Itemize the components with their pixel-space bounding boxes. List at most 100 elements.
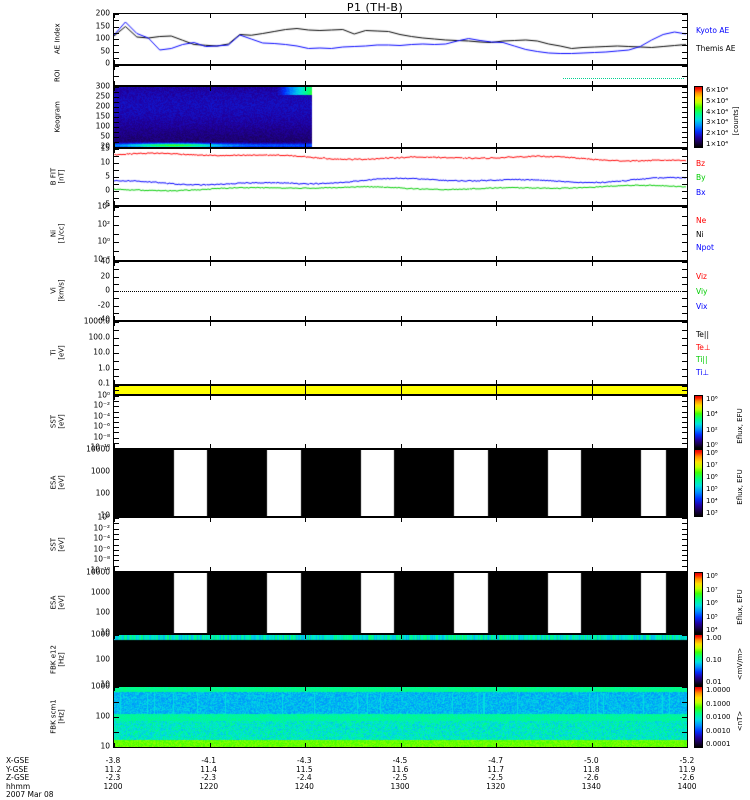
tick-mark <box>114 685 119 686</box>
plot-area-ti <box>114 322 687 384</box>
tick-mark <box>682 163 687 164</box>
tick-mark <box>682 170 687 171</box>
tick-mark <box>305 316 306 320</box>
y-tick-label: 10⁻² <box>66 401 110 410</box>
tick-mark <box>401 207 402 211</box>
tick-mark <box>114 438 119 439</box>
colorbar-tick-label: 0.10 <box>706 656 722 664</box>
tick-mark <box>682 132 687 133</box>
y-tick-label: 100.0 <box>66 332 110 341</box>
tick-mark <box>682 225 687 226</box>
y-tick-value: 10² <box>97 219 110 229</box>
y-tick-label: 1.0 <box>66 363 110 372</box>
tick-mark <box>114 251 119 252</box>
tick-mark <box>687 444 688 448</box>
tick-mark <box>114 20 119 21</box>
tick-mark <box>114 298 119 299</box>
y-tick-value: 20 <box>100 271 110 280</box>
tick-mark <box>114 732 119 733</box>
tick-mark <box>114 260 119 261</box>
tick-mark <box>114 87 119 88</box>
panel-keogram[interactable] <box>113 86 688 148</box>
tick-mark <box>592 444 593 448</box>
y-tick-value: 1000 <box>90 587 110 597</box>
tick-mark <box>496 316 497 320</box>
panel-fbk_e12[interactable] <box>113 634 688 686</box>
panel-ae[interactable] <box>113 13 688 65</box>
panel-yellowbar[interactable] <box>113 385 688 395</box>
tick-mark <box>114 198 119 199</box>
tick-mark <box>114 539 119 540</box>
y-tick-value: 100 <box>95 654 110 664</box>
panel-bfit[interactable] <box>113 148 688 206</box>
tick-mark <box>114 505 119 506</box>
tick-mark <box>682 660 687 661</box>
y-tick-value: 10.0 <box>93 347 110 357</box>
tick-mark <box>210 444 211 448</box>
tick-mark <box>682 448 687 449</box>
tick-mark <box>114 567 115 571</box>
tick-mark <box>210 322 211 326</box>
tick-mark <box>114 523 119 524</box>
colorbar-tick-label: 10⁶ <box>706 473 718 481</box>
panel-sst2[interactable] <box>113 517 688 572</box>
tick-mark <box>682 717 687 718</box>
panel-esa1[interactable] <box>113 449 688 517</box>
tick-mark <box>114 117 119 118</box>
tick-mark <box>682 298 687 299</box>
plot-content-fbk_scm1 <box>114 687 687 747</box>
tick-mark <box>210 629 211 633</box>
tick-mark <box>114 660 119 661</box>
tick-mark <box>496 396 497 400</box>
tick-mark <box>114 64 119 65</box>
panel-ni[interactable] <box>113 206 688 261</box>
y-tick-value: 10⁻¹⁰ <box>90 442 110 452</box>
tick-mark <box>401 396 402 400</box>
panel-fbk_scm1[interactable] <box>113 686 688 748</box>
tick-mark <box>114 516 119 517</box>
legend-label: Viy <box>696 287 708 296</box>
tick-mark <box>592 316 593 320</box>
tick-mark <box>592 573 593 577</box>
y-tick-label: 15 <box>66 144 110 153</box>
y-tick-value: 1.0 <box>98 363 110 372</box>
tick-mark <box>114 394 119 395</box>
plot-area-fbk_scm1 <box>114 687 687 747</box>
tick-mark <box>682 361 687 362</box>
colorbar-title: [counts] <box>732 106 740 136</box>
tick-mark <box>114 443 119 444</box>
tick-mark <box>210 316 211 320</box>
tick-mark <box>682 97 687 98</box>
y-tick-label: 10² <box>66 219 110 228</box>
tick-mark <box>682 277 687 278</box>
tick-mark <box>114 384 119 385</box>
tick-mark <box>305 512 306 516</box>
x-axis-row-label: Y-GSE <box>6 764 28 774</box>
panel-ti[interactable] <box>113 321 688 385</box>
y-tick-value: 1000.0 <box>83 316 110 326</box>
tick-mark <box>687 396 688 400</box>
y-tick-label: 50 <box>66 132 110 141</box>
tick-mark <box>114 635 119 636</box>
panel-roi[interactable] <box>113 65 688 86</box>
plot-area-keogram <box>114 87 687 147</box>
y-axis-title-ti: Ti [eV] <box>49 345 66 360</box>
tick-mark <box>114 673 119 674</box>
panel-vi[interactable] <box>113 261 688 321</box>
y-tick-label: 10 <box>66 680 110 689</box>
tick-mark <box>114 320 119 321</box>
tick-mark <box>496 14 497 18</box>
tick-mark <box>305 687 306 691</box>
tick-mark <box>114 390 119 391</box>
tick-mark <box>305 450 306 454</box>
legend-label: Kyoto AE <box>696 26 730 36</box>
x-axis-x-gse-value: -5.2 <box>679 756 695 765</box>
tick-mark <box>682 207 687 208</box>
tick-mark <box>687 635 688 639</box>
tick-mark <box>210 81 211 85</box>
tick-mark <box>114 102 119 103</box>
panel-sst1[interactable] <box>113 395 688 449</box>
tick-mark <box>682 550 687 551</box>
panel-esa2[interactable] <box>113 572 688 634</box>
legend-label: Ti⊥ <box>696 368 709 378</box>
